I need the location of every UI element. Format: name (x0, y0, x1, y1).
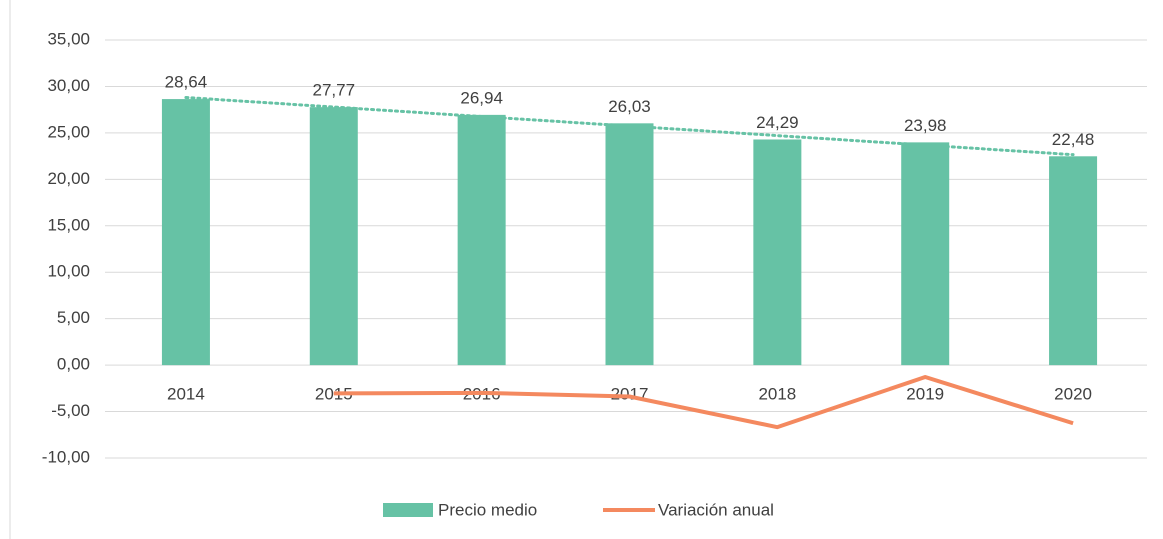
x-tick-label: 2020 (1054, 385, 1092, 404)
y-tick-label: 0,00 (57, 355, 90, 374)
line (333, 375, 1074, 430)
y-tick-label: 15,00 (47, 215, 90, 234)
data-label: 22,48 (1052, 130, 1095, 149)
x-tick-label: 2019 (906, 385, 944, 404)
x-tick-label: 2015 (315, 385, 353, 404)
bar (1049, 156, 1098, 366)
y-tick-label: 25,00 (47, 122, 90, 141)
chart-frame (9, 0, 11, 539)
x-tick-label: 2014 (167, 385, 205, 404)
bar (605, 123, 654, 366)
legend-swatch (383, 503, 433, 517)
bar (309, 107, 358, 366)
bar (457, 114, 506, 366)
data-label: 23,98 (904, 116, 947, 135)
x-tick-label: 2018 (758, 385, 796, 404)
bar (901, 142, 950, 366)
y-tick-label: -5,00 (51, 401, 90, 420)
y-tick-label: -10,00 (42, 447, 90, 466)
legend-label: Precio medio (438, 500, 537, 519)
bar (753, 139, 802, 366)
data-label: 27,77 (313, 81, 356, 100)
data-label: 26,94 (460, 88, 503, 107)
data-label: 28,64 (165, 73, 208, 92)
data-label: 26,03 (608, 97, 651, 116)
data-label: 24,29 (756, 113, 799, 132)
legend-label: Variación anual (658, 500, 774, 519)
trendline (184, 96, 1075, 157)
y-tick-label: 30,00 (47, 76, 90, 95)
y-tick-label: 10,00 (47, 262, 90, 281)
y-tick-label: 20,00 (47, 169, 90, 188)
bar (161, 99, 210, 366)
y-tick-label: 35,00 (47, 29, 90, 48)
y-tick-label: 5,00 (57, 308, 90, 327)
